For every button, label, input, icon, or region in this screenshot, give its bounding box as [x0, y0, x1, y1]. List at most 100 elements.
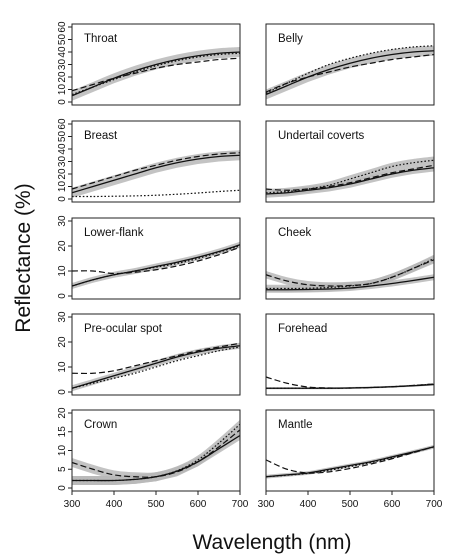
series-dashed-lower-flank — [71, 246, 241, 275]
y-tick-label-breast-40: 40 — [57, 143, 68, 155]
panel-title-mantle: Mantle — [278, 419, 313, 431]
panel-belly: Belly — [265, 23, 435, 106]
y-tick-label-breast-20: 20 — [57, 168, 68, 180]
y-tick-label-lower-flank-30: 30 — [57, 215, 68, 227]
band-solid-belly — [266, 45, 434, 100]
band-solid-throat — [72, 47, 240, 101]
panel-mantle: Mantle 300 400 500 600 700 — [258, 409, 443, 510]
x-tick-label-crown-700: 700 — [232, 499, 249, 510]
panel-frame-belly — [265, 23, 435, 106]
panel-title-cheek: Cheek — [278, 227, 311, 239]
y-tick-label-crown-20: 20 — [57, 407, 68, 419]
panel-forehead: Forehead — [265, 313, 435, 396]
band-dashed-cheek — [266, 256, 434, 290]
panel-crown: Crown 0 5 10 15 20 300 400 500 600 700 — [57, 407, 249, 510]
panel-title-forehead: Forehead — [278, 323, 327, 335]
y-tick-label-breast-50: 50 — [57, 131, 68, 143]
series-solid-breast — [71, 154, 241, 194]
panel-frame-lower-flank — [71, 217, 241, 300]
series-dashed-mantle — [265, 446, 435, 474]
y-tick-label-crown-5: 5 — [57, 466, 68, 472]
panel-title-undertail-coverts: Undertail coverts — [278, 130, 365, 142]
band-solid-breast — [72, 150, 240, 198]
series-solid-lower-flank — [71, 244, 241, 287]
band-dotted-undertail-coverts — [266, 156, 434, 197]
x-tick-label-mantle-400: 400 — [300, 499, 317, 510]
y-tick-label-breast-0: 0 — [57, 196, 68, 202]
panel-frame-cheek — [265, 217, 435, 300]
y-tick-label-throat-10: 10 — [57, 84, 68, 96]
y-tick-label-lower-flank-0: 0 — [57, 293, 68, 299]
y-axis-label: Reflectance (%) — [12, 183, 35, 332]
series-dotted-forehead — [266, 383, 435, 389]
y-tick-label-breast-10: 10 — [57, 181, 68, 193]
series-dashed-belly — [265, 53, 435, 93]
series-dotted-crown — [72, 423, 241, 482]
panel-frame-forehead — [265, 313, 435, 396]
x-tick-label-mantle-600: 600 — [384, 499, 401, 510]
band-dotted-cheek — [266, 254, 434, 293]
y-tick-label-pre-ocular-spot-10: 10 — [57, 361, 68, 373]
series-dashed-undertail-coverts — [265, 164, 435, 191]
series-dotted-lower-flank — [71, 245, 241, 287]
series-dotted-cheek — [265, 257, 435, 290]
series-dotted-undertail-coverts — [265, 159, 435, 194]
series-solid-mantle — [265, 446, 435, 478]
series-solid-pre-ocular-spot — [71, 345, 241, 389]
band-solid-pre-ocular-spot — [72, 342, 240, 392]
panel-title-throat: Throat — [84, 33, 118, 45]
x-tick-label-crown-400: 400 — [106, 499, 123, 510]
y-tick-label-crown-15: 15 — [57, 426, 68, 438]
y-tick-label-breast-60: 60 — [57, 118, 68, 130]
panel-title-lower-flank: Lower-flank — [84, 227, 144, 239]
x-tick-label-crown-600: 600 — [190, 499, 207, 510]
series-solid-belly — [265, 50, 435, 96]
series-dashed-breast — [71, 152, 241, 190]
series-dotted-pre-ocular-spot — [71, 346, 241, 389]
y-tick-label-throat-50: 50 — [57, 34, 68, 46]
y-tick-label-breast-30: 30 — [57, 156, 68, 168]
y-tick-label-throat-30: 30 — [57, 59, 68, 71]
series-dotted-throat — [71, 52, 241, 96]
series-dotted-breast — [71, 189, 241, 198]
panel-grid: Throat0102030405060BellyBreast0102030405… — [57, 21, 443, 510]
x-tick-label-crown-300: 300 — [64, 499, 81, 510]
panel-frame-pre-ocular-spot — [71, 313, 241, 396]
series-dotted-belly — [265, 45, 435, 94]
y-tick-label-pre-ocular-spot-0: 0 — [57, 389, 68, 395]
series-dashed-pre-ocular-spot — [71, 342, 241, 375]
x-tick-label-mantle-700: 700 — [426, 499, 443, 510]
panel-frame-undertail-coverts — [265, 120, 435, 203]
x-axis-label: Wavelength (nm) — [192, 531, 351, 554]
y-tick-label-pre-ocular-spot-30: 30 — [57, 311, 68, 323]
y-tick-label-lower-flank-10: 10 — [57, 265, 68, 277]
y-tick-label-throat-20: 20 — [57, 71, 68, 83]
y-tick-label-throat-0: 0 — [57, 99, 68, 105]
panel-title-crown: Crown — [84, 419, 117, 431]
series-solid-cheek — [265, 276, 435, 291]
x-tick-label-mantle-300: 300 — [258, 499, 275, 510]
x-tick-label-mantle-500: 500 — [342, 499, 359, 510]
panel-undertail-coverts: Undertail coverts — [265, 120, 435, 203]
x-tick-label-crown-500: 500 — [148, 499, 165, 510]
y-tick-label-throat-60: 60 — [57, 21, 68, 33]
series-solid-undertail-coverts — [265, 167, 435, 195]
y-tick-label-lower-flank-20: 20 — [57, 240, 68, 252]
panel-title-breast: Breast — [84, 130, 118, 142]
y-tick-label-pre-ocular-spot-20: 20 — [57, 336, 68, 348]
y-tick-label-throat-40: 40 — [57, 46, 68, 58]
panel-pre-ocular-spot: Pre-ocular spot 0 10 20 30 — [57, 311, 241, 396]
y-tick-label-crown-0: 0 — [57, 485, 68, 491]
band-solid-mantle — [266, 444, 434, 479]
band-dotted-crown — [72, 419, 240, 485]
band-solid-lower-flank — [72, 241, 240, 289]
panel-title-belly: Belly — [278, 33, 303, 45]
panel-cheek: Cheek — [265, 217, 435, 300]
panel-title-pre-ocular-spot: Pre-ocular spot — [84, 323, 163, 335]
panel-lower-flank: Lower-flank 0 10 20 30 — [57, 215, 241, 300]
y-tick-label-crown-10: 10 — [57, 445, 68, 457]
series-dashed-throat — [71, 57, 241, 92]
